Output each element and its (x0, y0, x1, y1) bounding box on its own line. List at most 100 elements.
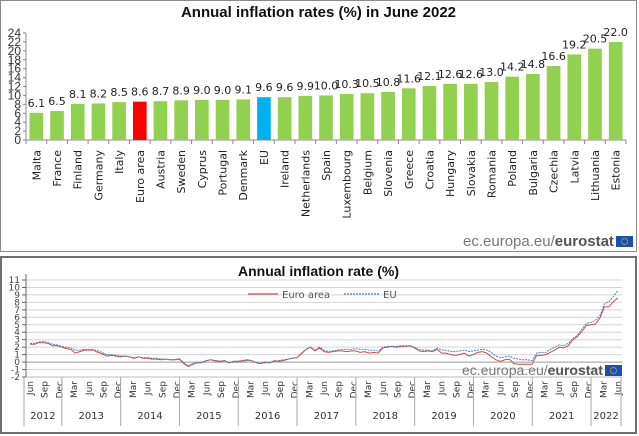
bar (70, 103, 85, 140)
bar (91, 103, 106, 140)
x-month-label: Mar (247, 381, 257, 398)
x-tick-label: France (51, 150, 64, 187)
bar (464, 83, 478, 140)
line-chart-panel: Annual inflation rate (%) -2 -1 0 1 2 3 4 5 6 7 8 9… (0, 256, 637, 434)
x-tick-label: Spain (320, 150, 333, 181)
x-tick-label: Latvia (568, 150, 581, 184)
x-month-label: Mar (541, 381, 551, 398)
x-month-label: Jun (438, 381, 448, 396)
x-month-label: Dec (114, 381, 124, 398)
y-tick-label: 0 (14, 358, 20, 368)
x-month-label: Mar (599, 381, 609, 398)
x-year-label: 2018 (373, 411, 398, 422)
x-month-label: Sep (335, 381, 345, 398)
x-month-label: Mar (364, 381, 374, 398)
x-tick-label: Slovakia (465, 150, 478, 196)
y-tick-label: 1 (14, 351, 20, 361)
bar (339, 94, 354, 140)
x-tick-label: Lithuania (589, 150, 602, 201)
bar-value-label: 9.6 (255, 81, 273, 94)
bar-value-label: 9.1 (234, 83, 252, 96)
bar-value-label: 10.5 (355, 77, 380, 90)
bar-value-label: 11.6 (397, 72, 422, 85)
x-tick-label: EU (258, 150, 271, 165)
x-year-label: 2013 (79, 411, 104, 422)
x-month-label: Dec (349, 381, 359, 398)
x-month-label: Dec (232, 381, 242, 398)
x-month-label: Sep (570, 381, 580, 398)
x-tick-label: Finland (72, 150, 85, 189)
y-tick-label: 6 (14, 106, 21, 120)
y-tick-label: -2 (11, 373, 20, 383)
y-tick-label: 10 (9, 283, 21, 293)
bar-value-label: 9.0 (214, 84, 232, 97)
bar (236, 99, 251, 140)
x-month-label: Sep (41, 381, 51, 398)
x-month-label: Dec (173, 381, 183, 398)
y-tick-label: 3 (14, 336, 20, 346)
x-month-label: Sep (511, 381, 521, 398)
x-year-label: 2014 (137, 411, 162, 422)
x-year-label: 2017 (314, 411, 339, 422)
bar-value-label: 9.6 (276, 81, 294, 94)
eu-flag-icon (604, 365, 622, 376)
bar-value-label: 8.9 (172, 84, 190, 97)
y-tick-label: 24 (8, 26, 22, 40)
x-month-label: Dec (526, 381, 536, 398)
x-tick-label: Slovenia (382, 150, 395, 197)
bar (401, 88, 416, 140)
x-year-label: 2016 (255, 411, 280, 422)
bar-value-label: 8.6 (131, 86, 149, 99)
y-tick-label: 6 (14, 313, 20, 323)
bar (588, 48, 602, 140)
y-tick-label: 14 (8, 71, 22, 85)
bar-value-label: 10.3 (334, 78, 359, 91)
line-chart-title: Annual inflation rate (%) (238, 263, 399, 279)
x-month-label: Jun (144, 381, 154, 396)
y-tick-label: 0 (14, 133, 21, 147)
y-tick-label: 18 (8, 53, 22, 67)
bar (153, 101, 168, 140)
x-tick-label: Italy (113, 150, 126, 174)
x-tick-label: Sweden (175, 150, 188, 193)
x-month-label: Jun (85, 381, 95, 396)
bar-value-label: 12.6 (459, 68, 484, 81)
x-tick-label: Croatia (423, 150, 436, 190)
x-month-label: Mar (129, 381, 139, 398)
bar (608, 41, 623, 140)
x-month-label: Sep (276, 381, 286, 398)
x-month-label: Dec (408, 381, 418, 398)
x-month-label: Mar (70, 381, 80, 398)
x-tick-label: Luxembourg (341, 150, 354, 219)
watermark-prefix: ec.europa.eu/ (462, 362, 548, 378)
bar (50, 111, 64, 140)
bar (505, 76, 520, 140)
x-month-label: Dec (585, 381, 595, 398)
x-year-label: 2020 (490, 411, 515, 422)
bar (132, 101, 147, 140)
x-month-label: Jun (261, 381, 271, 396)
x-tick-label: Netherlands (299, 150, 312, 217)
eurostat-watermark-line: ec.europa.eu/eurostat (462, 362, 622, 378)
y-tick-label: 2 (14, 124, 21, 138)
y-tick-label: 22 (8, 35, 22, 49)
x-month-label: Mar (188, 381, 198, 398)
series-line-eu (30, 290, 619, 367)
x-month-label: Sep (452, 381, 462, 398)
bar (112, 102, 126, 140)
bar-value-label: 10.0 (314, 79, 339, 92)
y-tick-label: 8 (14, 97, 21, 111)
y-tick-label: 10 (8, 88, 22, 102)
x-year-label: 2015 (196, 411, 221, 422)
x-tick-label: Cyprus (196, 150, 209, 189)
x-month-label: Sep (394, 381, 404, 398)
watermark-prefix: ec.europa.eu/ (463, 233, 555, 250)
bar (257, 97, 271, 140)
x-year-label: 2019 (431, 411, 456, 422)
bar-value-label: 8.7 (152, 85, 170, 98)
watermark-brand: eurostat (554, 233, 614, 250)
x-month-label: Dec (55, 381, 65, 398)
x-tick-label: Bulgaria (527, 150, 540, 196)
x-month-label: Dec (467, 381, 477, 398)
